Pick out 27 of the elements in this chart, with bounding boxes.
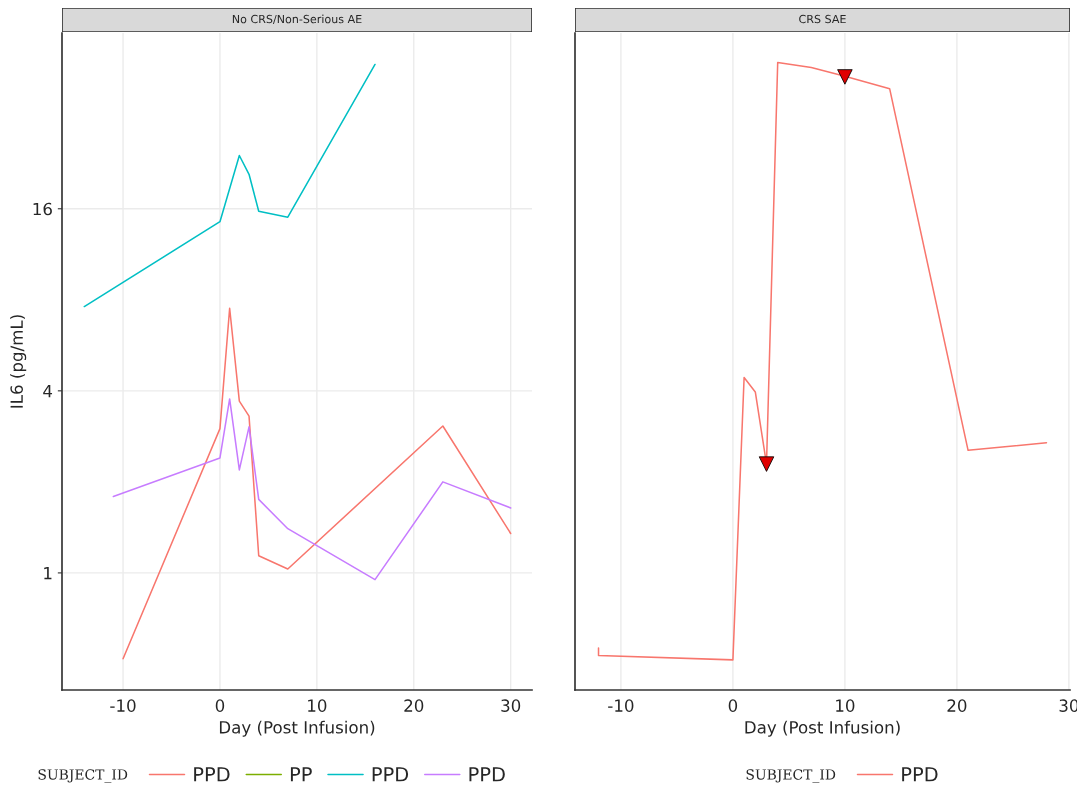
chart-title: CRS SAE (799, 14, 846, 24)
x-tick-label: 20 (404, 699, 424, 712)
x-tick-label: 20 (947, 699, 967, 712)
x-tick-label: 30 (501, 699, 521, 712)
legend-title: SUBJECT_ID (38, 769, 128, 783)
x-tick-label: -10 (110, 699, 136, 712)
legend-title: SUBJECT_ID (746, 769, 836, 783)
y-tick-label: 4 (43, 385, 53, 398)
line-series (112, 398, 512, 581)
legend-label: PPD (194, 767, 230, 782)
line-series (83, 63, 376, 308)
legend-label: PPD (372, 767, 409, 782)
x-axis-title: Day (Post Infusion) (745, 720, 900, 737)
x-axis-title: Day (Post Infusion) (219, 720, 375, 737)
y-tick-label: 1 (44, 567, 52, 580)
legend-label: PPD (469, 767, 505, 782)
line-series (122, 307, 512, 660)
y-axis-title: IL6 (pg/mL) (10, 315, 27, 408)
chart-title: No CRS/Non-Serious AE (232, 14, 362, 25)
y-tick-label: 16 (33, 202, 52, 216)
x-tick-label: 10 (308, 699, 327, 712)
x-tick-label: 10 (836, 699, 855, 712)
x-tick-label: 0 (215, 699, 225, 712)
legend-label: PP (290, 767, 312, 782)
legend-label: PPD (902, 767, 938, 782)
x-tick-label: 0 (728, 699, 738, 712)
x-tick-label: -10 (608, 699, 634, 712)
